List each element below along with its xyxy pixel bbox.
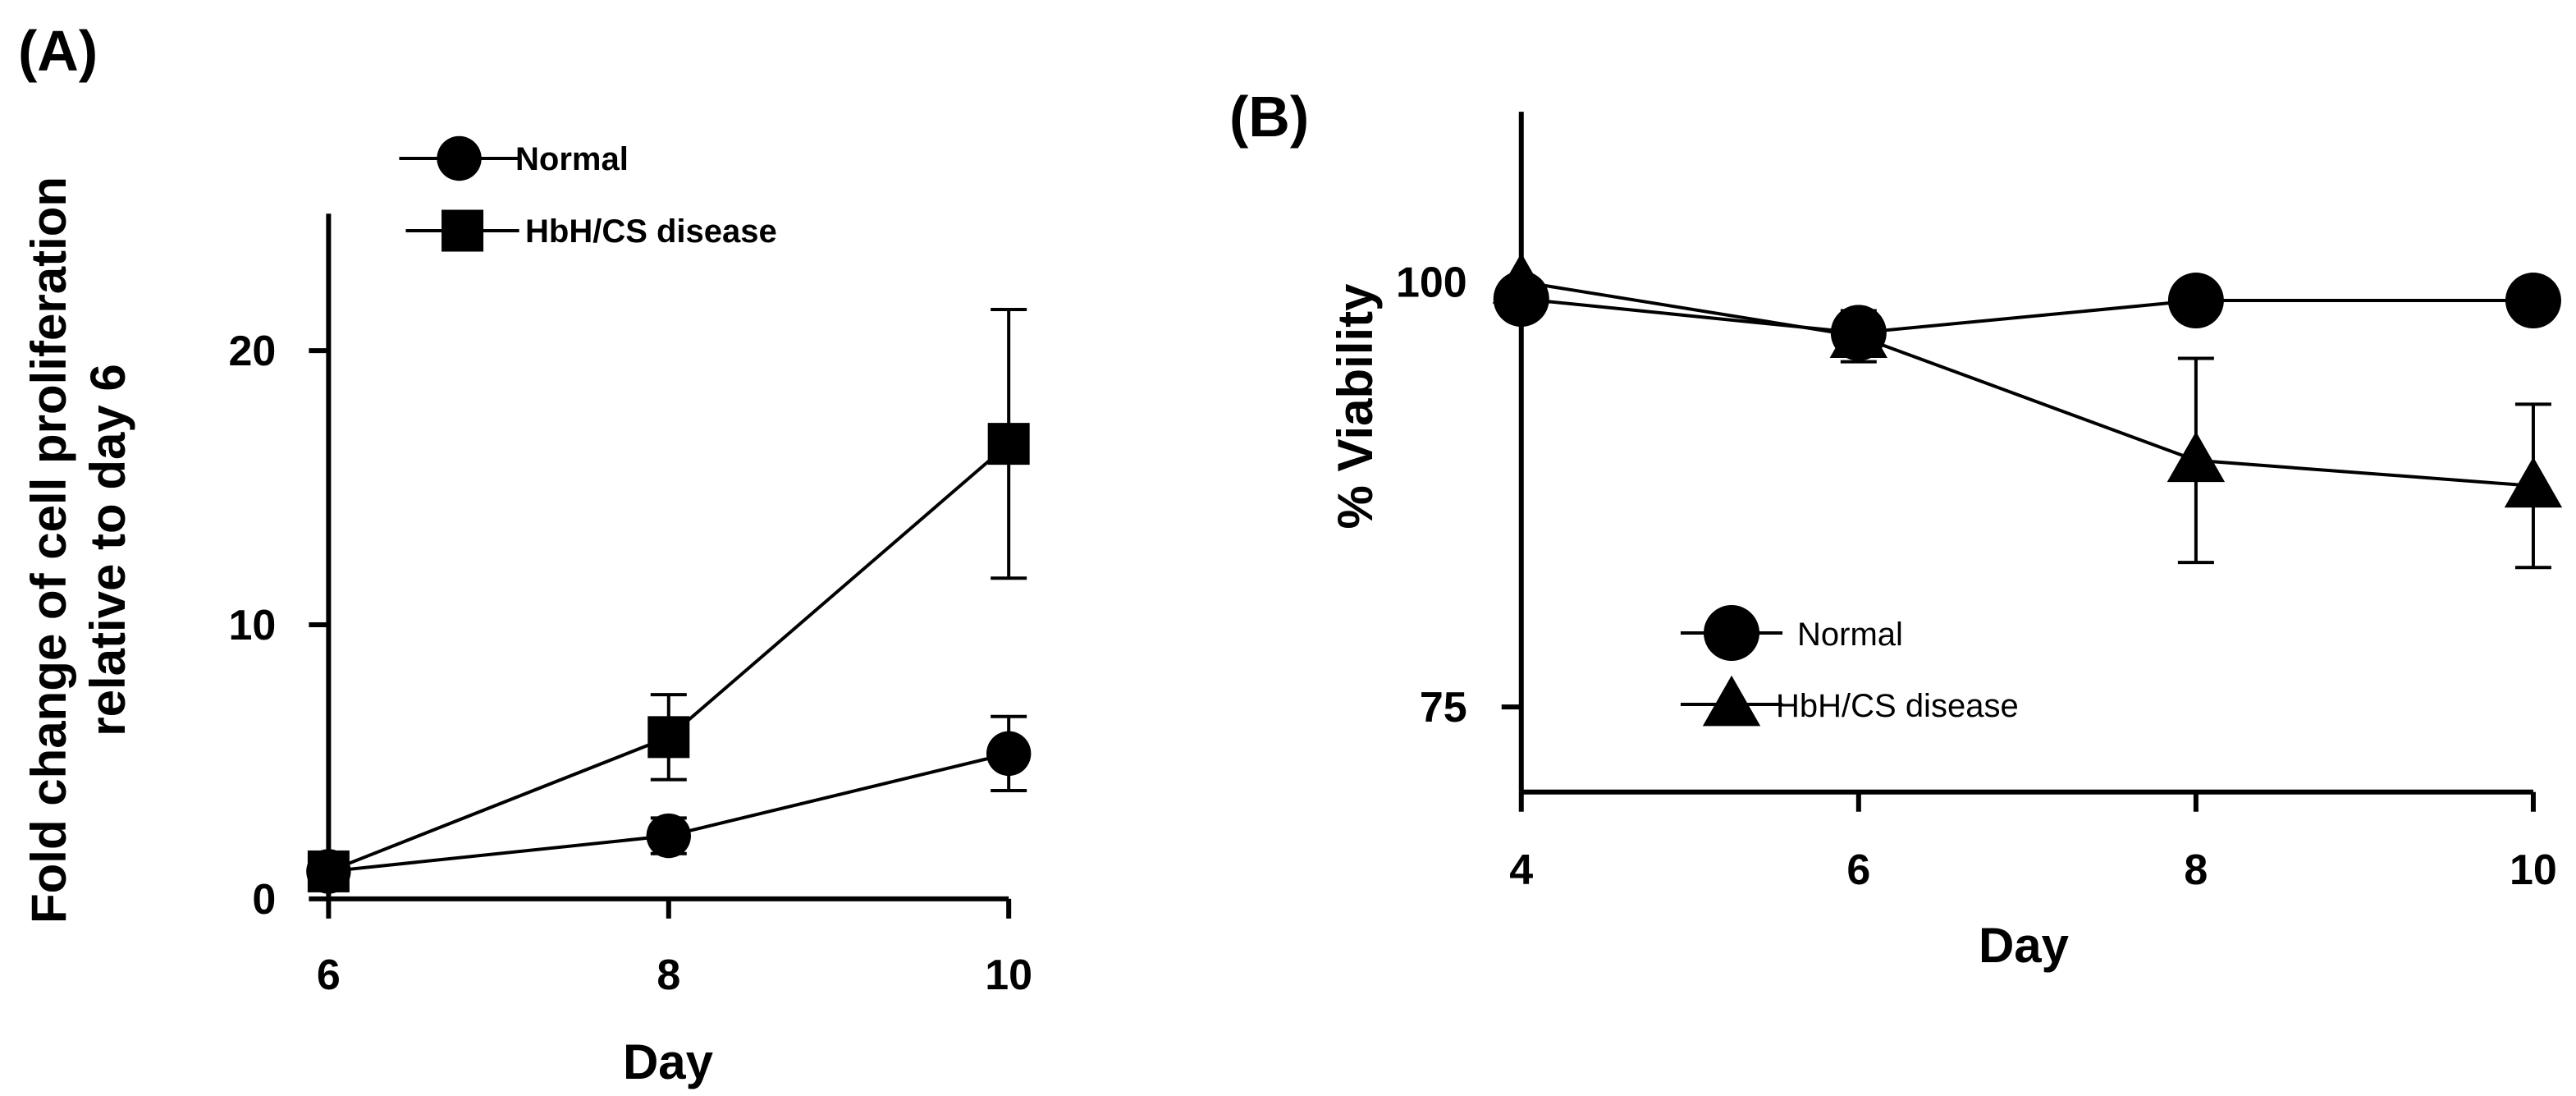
panel-b-legend-marker [1702,675,1761,727]
panel-b-y-tick-label: 75 [1420,684,1467,731]
panel-b-data-point [2505,273,2561,329]
panel-b-data-point [2167,273,2224,329]
panel-a-ylabel-line-1: Fold change of cell proliferation [21,177,76,924]
panel-b-y-tick-label: 100 [1396,259,1467,306]
panel-a-legend-label-normal: Normal [515,141,629,177]
panel-a-data-point [647,716,690,759]
panel-b-data-point [1829,307,1888,358]
panel-b-data-point [2166,431,2226,483]
panel-a-y-tick-label: 20 [228,328,276,375]
panel-a-data-point [987,423,1030,465]
panel-a-legend-label-hbh: HbH/CS disease [525,213,777,250]
panel-b-data-point [2504,456,2563,508]
panel-b-x-tick-label: 4 [1509,846,1533,894]
panel-a-data-point [646,813,691,859]
panel-b-x-tick-label: 6 [1846,846,1870,894]
panel-a-y-tick-label: 0 [252,876,276,924]
panel-b-legend-label-normal: Normal [1797,617,1903,653]
panel-a-x-tick-label: 10 [985,952,1032,999]
panel-a-data-point [307,850,350,892]
panel-a-legend-marker [437,135,482,181]
panel-a-x-tick-label: 6 [317,952,341,999]
panel-a-series-line [327,443,1010,874]
panel-b-xlabel: Day [1979,918,2070,973]
panel-b-series-line [1521,296,2533,335]
panel-a-label: (A) [18,19,98,83]
panel-b-ylabel: % Viability [1328,283,1383,530]
panel-b-data-point [1492,253,1550,304]
panel-b-legend-label-hbh: HbH/CS disease [1776,688,2019,724]
panel-a-xlabel: Day [623,1034,714,1089]
panel-a-ylabel-line-2: relative to day 6 [80,364,135,736]
panel-a-legend-marker [442,209,484,252]
panel-a-x-tick-label: 8 [657,952,680,999]
panel-b-x-tick-label: 8 [2184,846,2208,894]
panel-a-y-tick-label: 10 [228,602,276,649]
panel-a-data-point [986,731,1032,777]
panel-b-x-tick-label: 10 [2510,846,2557,894]
panel-b-legend-marker [1704,605,1760,661]
panel-b-series-line [1521,280,2534,488]
panel-b-label: (B) [1229,85,1309,149]
